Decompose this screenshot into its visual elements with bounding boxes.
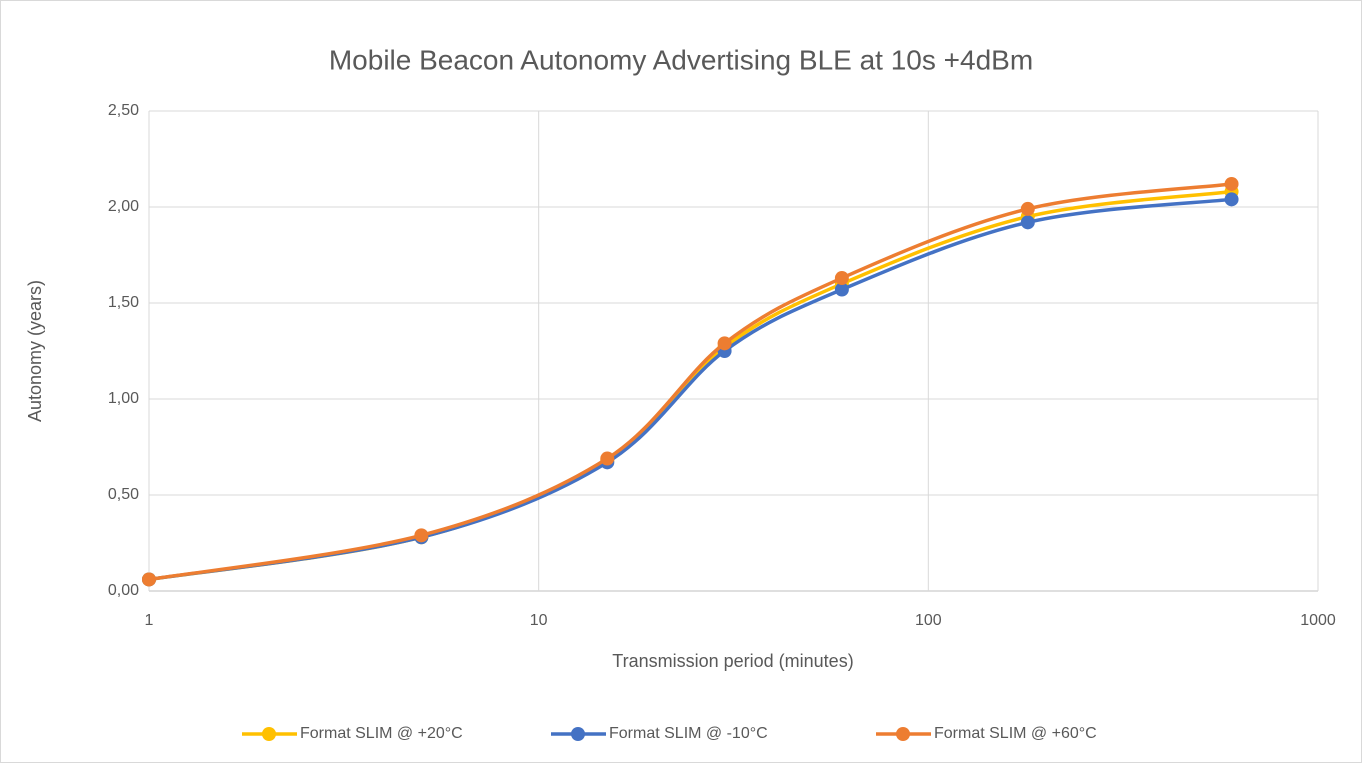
y-tick-label: 2,50 bbox=[108, 102, 139, 119]
y-tick-label: 1,50 bbox=[108, 294, 139, 311]
legend-label: Format SLIM @ +60°C bbox=[934, 725, 1097, 742]
x-tick-label: 1000 bbox=[1300, 612, 1336, 629]
x-axis-label: Transmission period (minutes) bbox=[612, 651, 853, 671]
data-point bbox=[834, 271, 849, 286]
y-tick-label: 0,50 bbox=[108, 486, 139, 503]
legend-marker bbox=[262, 727, 276, 741]
data-point bbox=[717, 336, 732, 351]
data-point bbox=[834, 282, 849, 297]
chart-title: Mobile Beacon Autonomy Advertising BLE a… bbox=[329, 44, 1033, 75]
y-tick-label: 0,00 bbox=[108, 582, 139, 599]
y-axis-label: Autonomy (years) bbox=[25, 280, 45, 422]
data-point bbox=[414, 528, 429, 543]
x-tick-label: 10 bbox=[530, 612, 548, 629]
x-tick-label: 100 bbox=[915, 612, 942, 629]
data-point bbox=[1020, 215, 1035, 230]
legend-label: Format SLIM @ -10°C bbox=[609, 725, 768, 742]
y-tick-label: 2,00 bbox=[108, 198, 139, 215]
y-tick-label: 1,00 bbox=[108, 390, 139, 407]
legend-marker bbox=[896, 727, 910, 741]
data-point bbox=[600, 451, 615, 466]
data-point bbox=[142, 572, 156, 587]
legend-label: Format SLIM @ +20°C bbox=[300, 725, 463, 742]
x-tick-label: 1 bbox=[145, 612, 154, 629]
data-point bbox=[1224, 176, 1239, 191]
legend-marker bbox=[571, 727, 585, 741]
data-point bbox=[1020, 201, 1035, 216]
data-point bbox=[1224, 192, 1239, 207]
